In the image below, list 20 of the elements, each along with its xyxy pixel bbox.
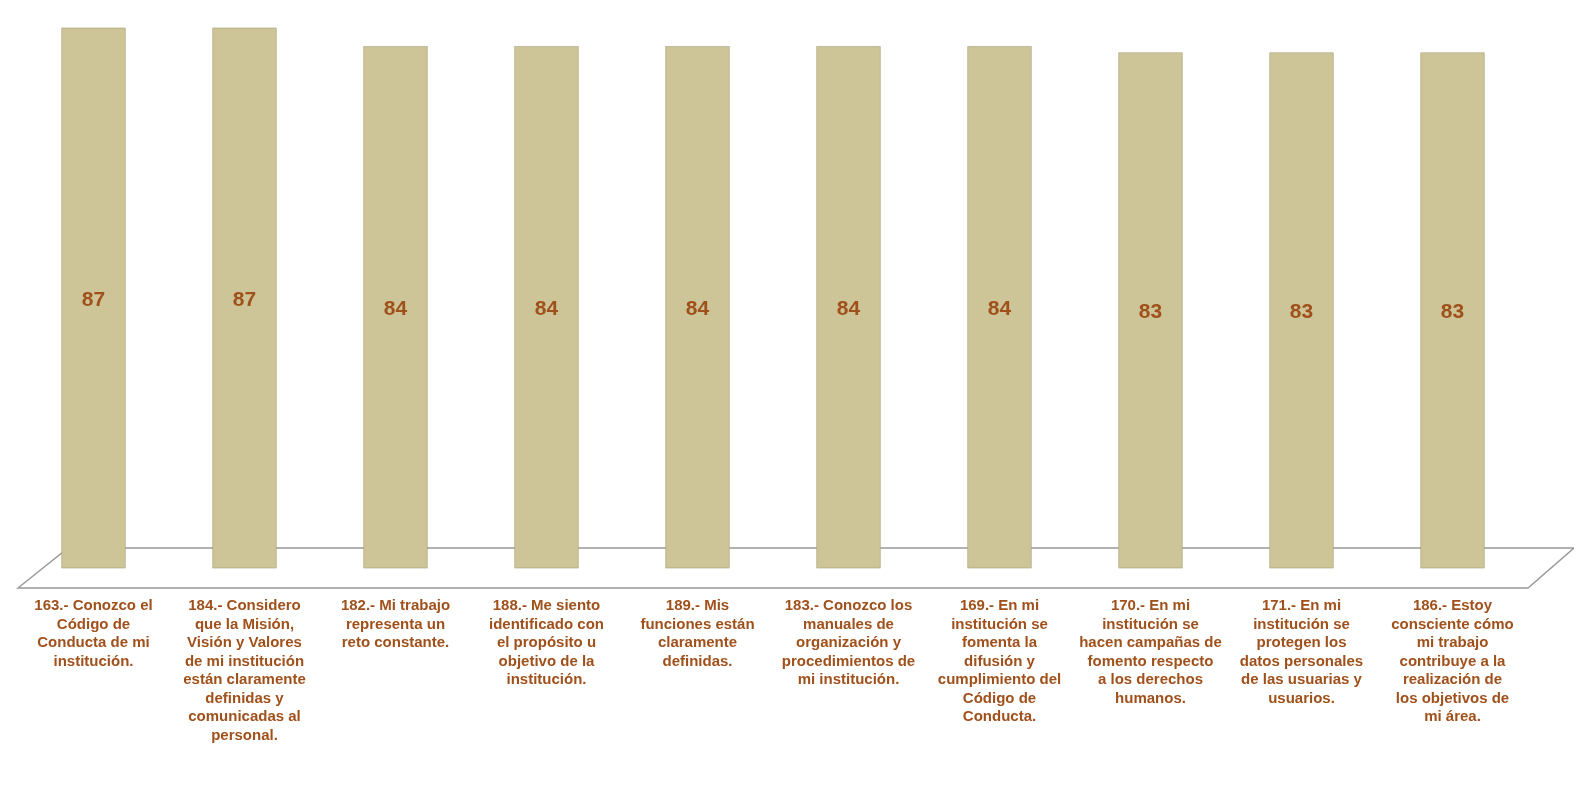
data-label: 84 bbox=[987, 296, 1012, 320]
x-tick-label: 171.- En mi institución se protegen los datos personales de las usuarias y usuarios. bbox=[1239, 596, 1364, 706]
data-label: 83 bbox=[1289, 299, 1314, 323]
data-label: 84 bbox=[383, 296, 408, 320]
x-tick-label: 170.- En mi institución se hacen campañas de fomento respecto a los derechos humanos. bbox=[1079, 596, 1222, 706]
x-tick-label: 163.- Conozco el Código de Conducta de mi institución. bbox=[34, 596, 153, 669]
data-label: 87 bbox=[232, 287, 257, 310]
x-tick-label: 189.- Mis funciones están claramente definidas. bbox=[640, 596, 755, 669]
data-label: 84 bbox=[534, 296, 559, 320]
x-tick-label: 182.- Mi trabajo representa un reto constante. bbox=[340, 596, 451, 650]
x-tick-label: 169.- En mi institución se fomenta la difusión y cumplimiento del Código de Conducta. bbox=[937, 596, 1062, 724]
data-label: 84 bbox=[836, 296, 861, 320]
x-tick-label: 186.- Estoy consciente cómo mi trabajo contribuye a la realización de los objetivos de mi área. bbox=[1391, 596, 1514, 724]
data-label: 83 bbox=[1440, 299, 1465, 323]
x-tick-label: 183.- Conozco los manuales de organización y procedimientos de mi institución. bbox=[781, 596, 916, 687]
data-label: 84 bbox=[685, 296, 710, 320]
x-tick-label: 188.- Me siento identificado con el propósito u objetivo de la institución. bbox=[488, 596, 605, 687]
x-tick-label: 184.- Considero que la Misión, Visión y Valores de mi institución están claramente definidas y comunicadas al personal. bbox=[183, 596, 306, 743]
data-label: 83 bbox=[1138, 299, 1163, 323]
data-label: 87 bbox=[81, 287, 106, 310]
